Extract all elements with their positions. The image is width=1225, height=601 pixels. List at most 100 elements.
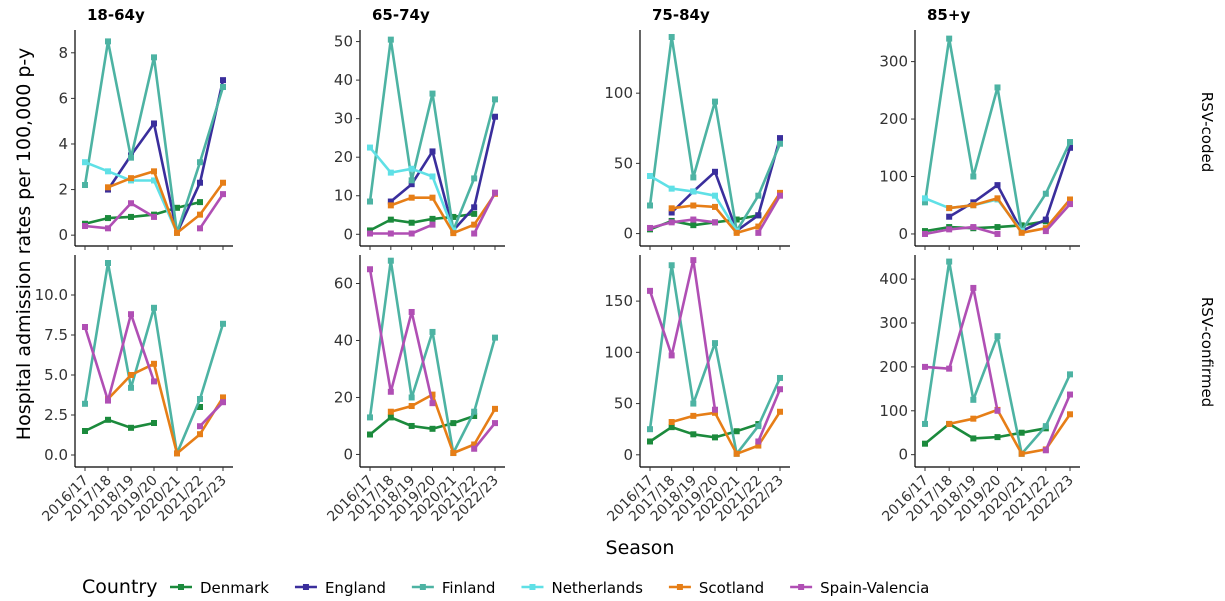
- data-point: [105, 225, 111, 232]
- data-point: [387, 198, 394, 205]
- data-point: [174, 450, 180, 457]
- data-point: [777, 140, 783, 147]
- panel-18-64y-rsv-confirmed: 0.02.55.07.510.02016/172017/182018/19201…: [35, 255, 233, 525]
- series-denmark: [367, 210, 478, 234]
- legend-label: Denmark: [200, 579, 269, 597]
- data-point: [471, 408, 478, 415]
- data-point: [668, 219, 675, 226]
- series-line: [648, 35, 782, 233]
- data-point: [733, 450, 740, 457]
- data-point: [128, 372, 134, 378]
- data-point: [994, 434, 1001, 441]
- data-point: [970, 224, 977, 231]
- data-point: [668, 419, 675, 426]
- data-point: [387, 169, 394, 176]
- data-point: [151, 177, 157, 184]
- y-tick-label: 0: [898, 225, 908, 243]
- series-line: [670, 137, 782, 233]
- data-point: [647, 438, 653, 445]
- data-point: [1042, 423, 1049, 430]
- legend-label: Finland: [442, 579, 496, 597]
- legend: Denmark England Finland Netherlands Scotland…: [170, 579, 929, 597]
- series-finland: [82, 260, 226, 457]
- series-line: [368, 268, 434, 404]
- data-point: [151, 168, 157, 175]
- data-point: [647, 173, 653, 180]
- data-point: [197, 423, 203, 430]
- data-point: [1018, 229, 1025, 236]
- data-point: [1018, 429, 1025, 436]
- data-point: [733, 216, 740, 223]
- data-point: [690, 257, 697, 264]
- data-point: [408, 422, 415, 429]
- series-scotland: [668, 408, 783, 457]
- data-point: [492, 420, 498, 427]
- legend-marker: [798, 584, 805, 590]
- data-point: [970, 396, 977, 403]
- data-point: [492, 405, 498, 412]
- data-point: [922, 440, 928, 447]
- data-point: [712, 409, 718, 416]
- data-point: [690, 431, 697, 438]
- data-point: [105, 397, 111, 404]
- y-tick-label: 50: [614, 395, 633, 413]
- data-point: [922, 363, 928, 370]
- legend-item-scotland: Scotland: [668, 579, 764, 597]
- y-tick-label: 0: [623, 225, 633, 243]
- data-point: [82, 400, 88, 407]
- y-tick-label: 100: [604, 343, 633, 361]
- data-point: [220, 77, 226, 84]
- data-point: [668, 262, 675, 269]
- series-line: [757, 195, 782, 234]
- series-line: [198, 193, 225, 230]
- data-point: [220, 394, 226, 401]
- data-point: [994, 182, 1001, 189]
- data-point: [946, 205, 953, 212]
- data-point: [197, 211, 203, 218]
- data-point: [647, 224, 653, 231]
- data-point: [994, 195, 1001, 202]
- data-point: [429, 173, 436, 180]
- data-point: [492, 334, 498, 341]
- data-point: [994, 230, 1001, 237]
- series-spain-valencia: [367, 189, 498, 237]
- data-point: [429, 194, 436, 201]
- data-point: [970, 435, 977, 442]
- data-point: [1067, 201, 1073, 208]
- data-point: [429, 328, 436, 335]
- series-denmark: [647, 421, 762, 445]
- y-tick-label: 40: [334, 331, 353, 349]
- data-point: [471, 175, 478, 182]
- data-point: [668, 205, 675, 212]
- series-line: [106, 79, 225, 235]
- data-point: [777, 374, 783, 381]
- y-tick-label: 0: [343, 225, 353, 243]
- series-line: [949, 197, 1071, 235]
- series-line: [757, 388, 782, 442]
- data-point: [1042, 190, 1049, 197]
- data-point: [733, 428, 740, 435]
- data-point: [1067, 196, 1073, 203]
- data-point: [668, 34, 675, 41]
- data-point: [429, 400, 436, 407]
- data-point: [970, 415, 977, 422]
- data-point: [387, 414, 394, 421]
- legend-item-finland: Finland: [411, 579, 496, 597]
- data-point: [408, 394, 415, 401]
- data-point: [777, 135, 783, 142]
- series-line: [948, 408, 1072, 456]
- legend-item-spain-valencia: Spain-Valencia: [790, 579, 929, 597]
- data-point: [994, 333, 1001, 340]
- data-point: [450, 450, 457, 457]
- y-tick-label: 30: [334, 110, 353, 128]
- data-point: [128, 175, 134, 182]
- data-point: [105, 260, 111, 266]
- data-point: [387, 388, 394, 395]
- x-axis-label: Season: [606, 537, 675, 559]
- data-point: [668, 185, 675, 192]
- series-scotland: [387, 190, 498, 237]
- data-point: [151, 378, 157, 385]
- series-line: [83, 312, 156, 402]
- data-point: [429, 148, 436, 155]
- series-spain-valencia: [82, 311, 226, 430]
